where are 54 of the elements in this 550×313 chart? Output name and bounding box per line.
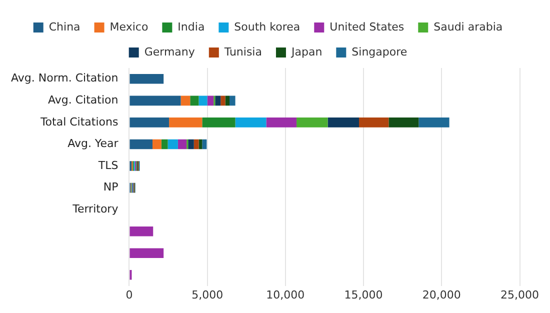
x-tick-label: 5,000 <box>192 288 224 302</box>
bar <box>207 96 214 106</box>
bar <box>328 118 360 128</box>
bar <box>225 96 230 106</box>
legend-label: Singapore <box>352 45 408 58</box>
legend-label: China <box>48 20 80 34</box>
bar <box>296 118 328 128</box>
y-tick-label: NP <box>103 180 119 194</box>
bar <box>388 118 419 128</box>
y-tick-label: Total Citations <box>39 115 118 128</box>
legend-label: Tunisia <box>223 45 262 58</box>
x-tick-label: 20,000 <box>422 288 461 302</box>
y-tick-label: Territory <box>72 202 119 216</box>
bar <box>130 139 152 150</box>
x-tick-label: 15,000 <box>344 288 383 302</box>
bar <box>130 118 170 128</box>
bar <box>168 139 178 150</box>
x-tick-label: 25,000 <box>500 288 540 302</box>
bar <box>130 74 164 84</box>
bar <box>130 226 154 236</box>
bar <box>169 118 202 128</box>
bar <box>202 139 207 150</box>
bar <box>266 118 297 128</box>
bar <box>220 96 226 106</box>
legend-label: Germany <box>144 45 196 58</box>
x-tick-label: 10,000 <box>266 288 305 302</box>
legend-label: United States <box>330 20 404 34</box>
y-tick-label: TLS <box>97 158 118 172</box>
y-tick-label: Avg. Norm. Citation <box>10 72 118 85</box>
bar <box>359 118 389 128</box>
bar <box>230 96 236 106</box>
y-tick-label: Avg. Year <box>68 137 119 150</box>
legend-label: Mexico <box>110 20 148 34</box>
bar <box>178 139 187 150</box>
bar <box>180 96 190 106</box>
legend-label: South korea <box>234 20 300 34</box>
bar <box>130 96 181 106</box>
bar <box>418 118 450 128</box>
x-tick-label: 0 <box>126 288 133 302</box>
y-tick-label: Avg. Citation <box>48 94 118 107</box>
bar <box>198 139 202 150</box>
bar <box>215 96 221 106</box>
bar <box>188 139 194 150</box>
legend-label: Saudi arabia <box>434 20 503 34</box>
legend-label: India <box>178 20 205 34</box>
bar <box>194 139 199 150</box>
bar <box>130 248 164 258</box>
bar <box>202 118 236 128</box>
bar <box>190 96 199 106</box>
bar <box>198 96 208 106</box>
bar <box>161 139 168 150</box>
legend-label: Japan <box>290 45 322 58</box>
bar <box>152 139 162 150</box>
bar <box>235 118 266 128</box>
